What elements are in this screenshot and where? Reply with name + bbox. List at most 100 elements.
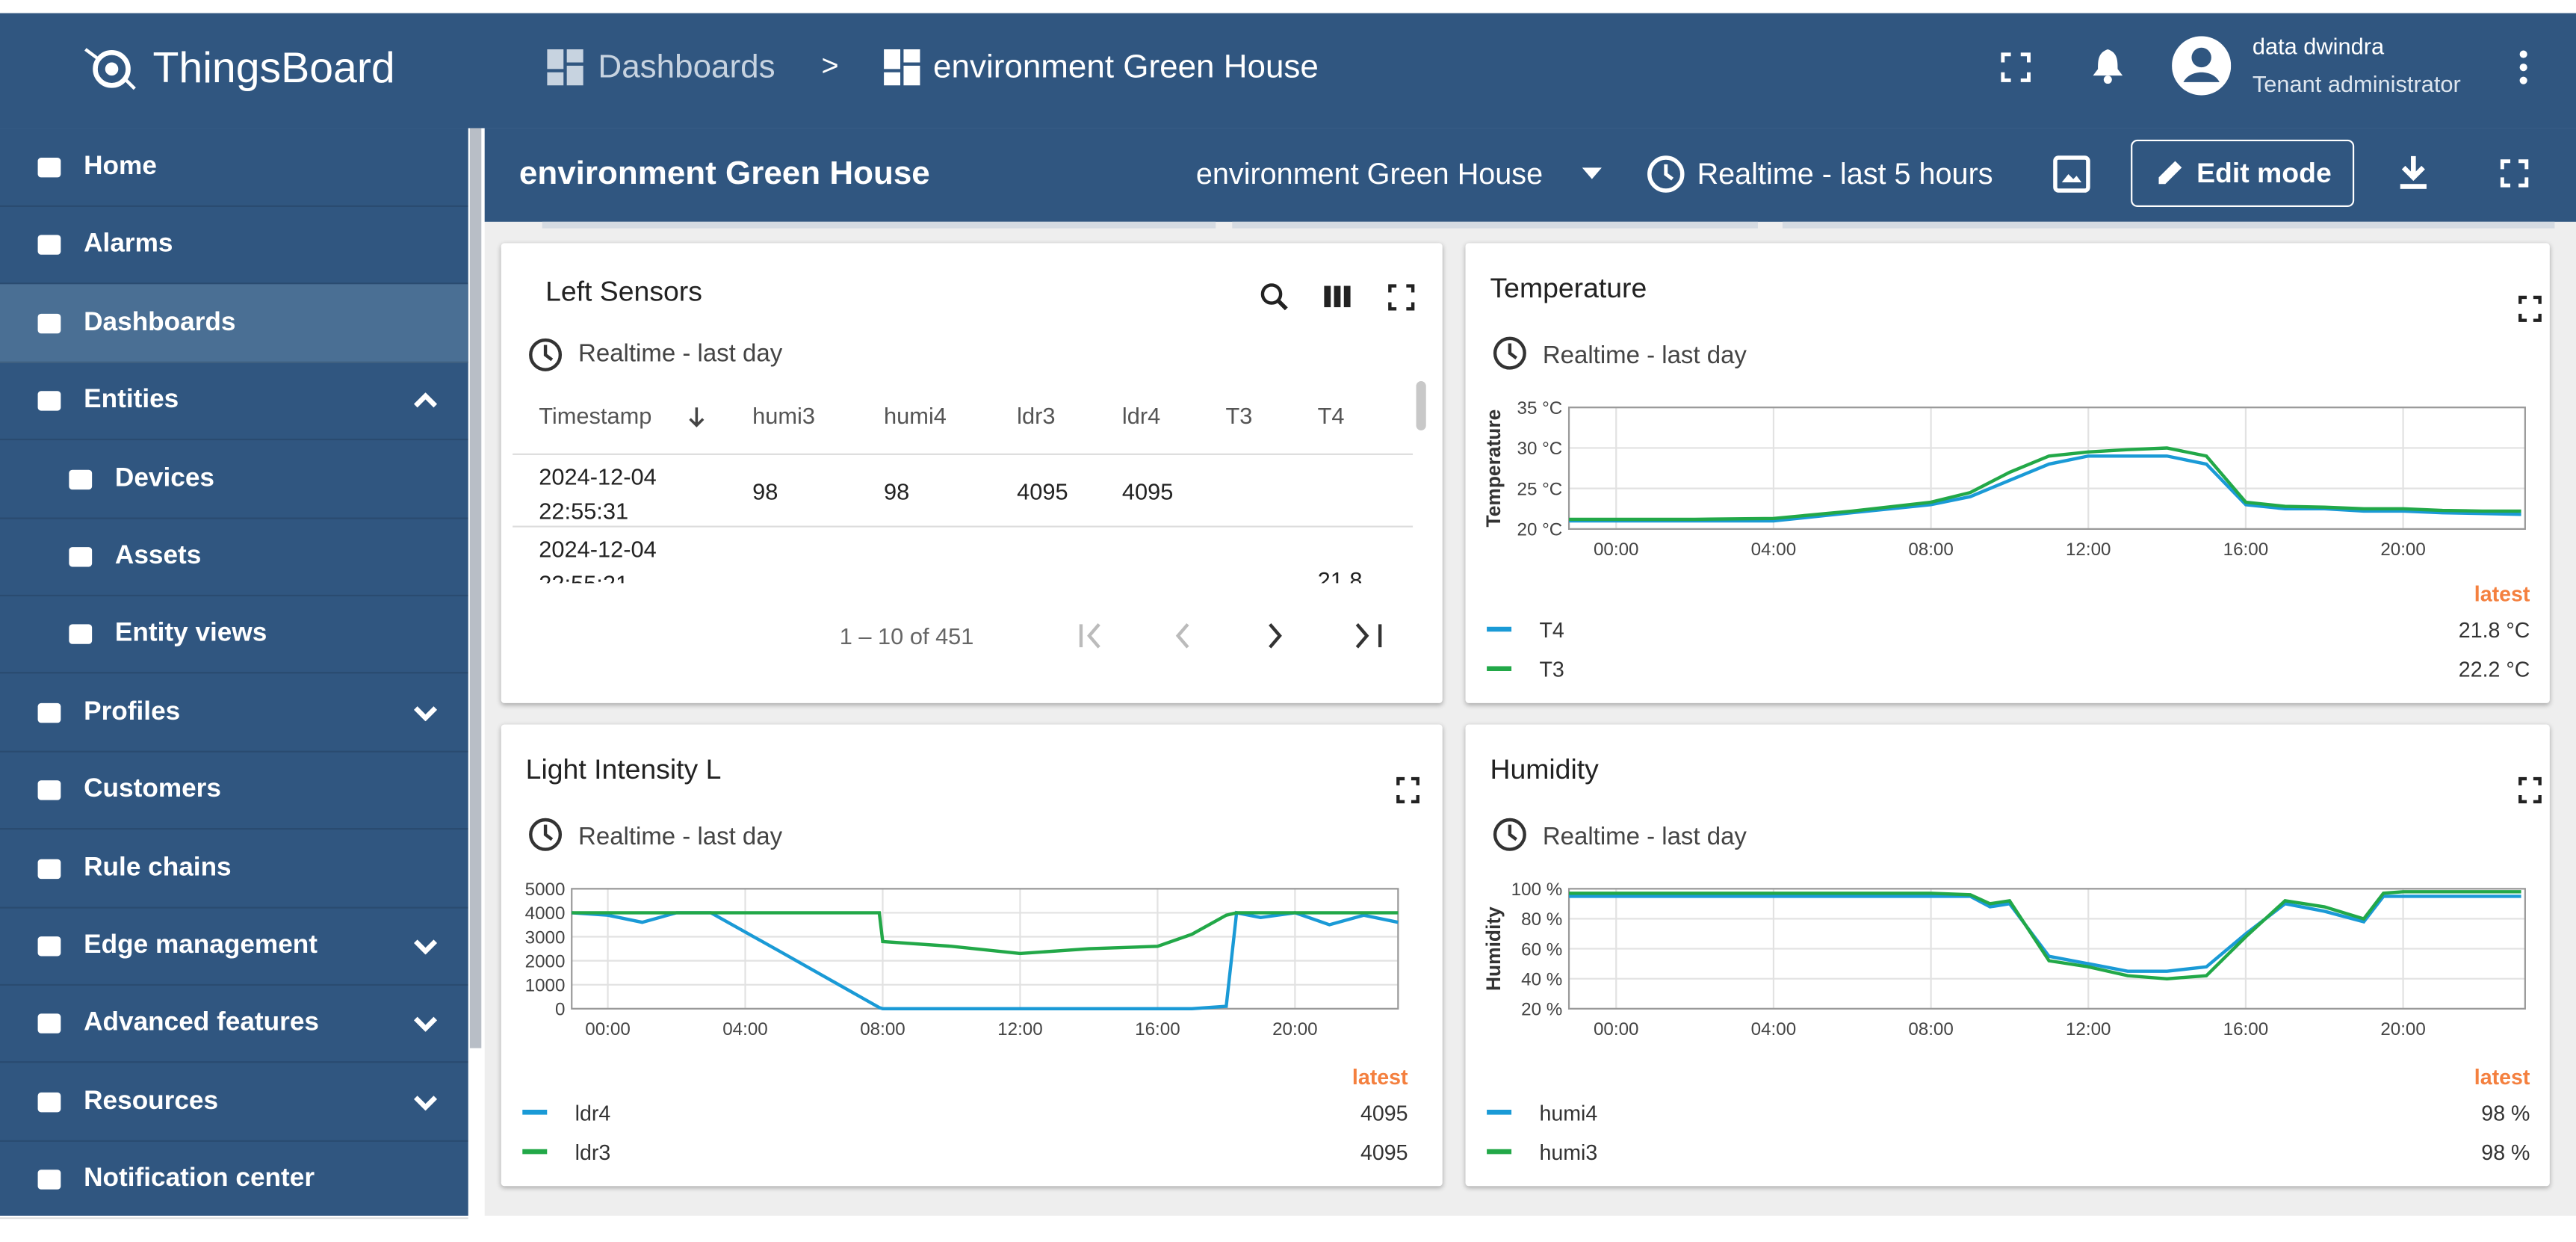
column-header[interactable]: humi4: [884, 402, 947, 429]
menu-icon: [69, 547, 93, 567]
menu-item[interactable]: [0, 439, 468, 519]
x-tick-label: 16:00: [2223, 1019, 2269, 1039]
widget-title: Humidity: [1490, 753, 1599, 785]
sidebar-scrollbar[interactable]: [469, 128, 482, 1048]
column-header[interactable]: humi3: [752, 402, 816, 429]
menu-label[interactable]: Entities: [84, 386, 179, 415]
fullscreen-button[interactable]: [2518, 295, 2542, 322]
menu-icon: [37, 936, 61, 957]
menu-label[interactable]: Advanced features: [84, 1009, 319, 1038]
column-header[interactable]: T3: [1225, 402, 1253, 429]
legend-value: 22.2 °C: [2459, 658, 2530, 682]
edit-mode-label[interactable]: Edit mode: [2196, 158, 2332, 189]
legend-label: ldr4: [575, 1102, 611, 1125]
legend-label: T3: [1539, 658, 1564, 682]
expand-chevron[interactable]: [412, 392, 439, 410]
menu-icon: [37, 780, 61, 801]
menu-item[interactable]: [0, 985, 468, 1064]
expand-chevron[interactable]: [412, 705, 439, 721]
expand-chevron[interactable]: [412, 1094, 439, 1110]
clock-face: [1493, 818, 1526, 851]
menu-item[interactable]: [0, 128, 468, 207]
menu-item[interactable]: [0, 829, 468, 908]
download-button[interactable]: [2399, 155, 2429, 191]
table-cell: 2024-12-04 22:55:21: [539, 535, 657, 584]
expand-chevron[interactable]: [412, 938, 439, 955]
menu-item[interactable]: [0, 751, 468, 830]
column-header[interactable]: ldr3: [1017, 402, 1056, 429]
breadcrumb-link[interactable]: Dashboards: [598, 49, 775, 86]
menu-item[interactable]: [0, 673, 468, 753]
pagination-buttons[interactable]: [1076, 618, 1388, 654]
x-tick-label: 04:00: [1751, 1019, 1797, 1039]
image-export-button[interactable]: [2052, 155, 2092, 194]
menu-item[interactable]: [0, 1140, 468, 1220]
widget-title: Left Sensors: [545, 276, 702, 308]
column-header[interactable]: Timestamp: [539, 402, 652, 429]
x-tick-label: 08:00: [1908, 1019, 1954, 1039]
menu-item[interactable]: [0, 283, 468, 363]
legend-label: T4: [1539, 619, 1564, 643]
menu-label[interactable]: Devices: [114, 464, 214, 492]
logo-text: ThingsBoard: [152, 43, 395, 93]
dropdown-arrow[interactable]: [1582, 167, 1603, 181]
table-actions[interactable]: [1258, 281, 1422, 314]
menu-icon: [37, 391, 61, 412]
widget-timewindow: Realtime - last day: [1543, 822, 1747, 850]
legend-value: 98 %: [2481, 1141, 2530, 1165]
legend-header: latest: [1352, 1066, 1408, 1090]
menu-label[interactable]: Home: [84, 152, 157, 181]
widget-timewindow: Realtime - last day: [1543, 341, 1747, 368]
table-cell: 4095: [1017, 478, 1068, 504]
y-tick-label: 5000: [525, 880, 566, 900]
series-line: [572, 911, 1399, 956]
menu-label[interactable]: Edge management: [84, 931, 318, 960]
menu-label[interactable]: Alarms: [84, 230, 173, 259]
menu-label[interactable]: Assets: [114, 542, 202, 570]
menu-label[interactable]: Resources: [84, 1087, 219, 1116]
legend-header: latest: [2474, 1066, 2530, 1090]
fullscreen-button[interactable]: [2518, 776, 2542, 804]
table-scrollbar[interactable]: [1416, 381, 1426, 430]
sort-arrow[interactable]: [687, 406, 706, 429]
dashboard-title: environment Green House: [518, 155, 930, 193]
x-tick-label: 08:00: [1908, 540, 1954, 560]
menu-label[interactable]: Profiles: [84, 697, 181, 726]
chart-widget: [501, 724, 1443, 1187]
menu-item[interactable]: [0, 907, 468, 986]
fullscreen-button[interactable]: [2500, 159, 2529, 188]
x-tick-label: 00:00: [1594, 1019, 1639, 1039]
menu-label[interactable]: Notification center: [84, 1165, 315, 1193]
x-tick-label: 16:00: [1135, 1019, 1180, 1039]
expand-chevron[interactable]: [412, 1016, 439, 1033]
tab-strip: [1782, 221, 2555, 229]
fullscreen-button[interactable]: [2001, 52, 2031, 82]
pagination-range: 1 – 10 of 451: [839, 622, 974, 649]
more-button[interactable]: [2517, 49, 2530, 85]
tab-strip: [1232, 221, 1758, 229]
menu-item[interactable]: [0, 517, 468, 597]
breadcrumb-separator: >: [821, 49, 839, 82]
menu-item[interactable]: [0, 1063, 468, 1142]
column-header[interactable]: T4: [1317, 402, 1345, 429]
fullscreen-button[interactable]: [1396, 776, 1419, 804]
menu-label[interactable]: Entity views: [114, 620, 267, 649]
column-header[interactable]: ldr4: [1121, 402, 1161, 429]
x-tick-label: 20:00: [1272, 1019, 1318, 1039]
user-avatar[interactable]: [2172, 36, 2232, 96]
widget-title: Temperature: [1490, 272, 1647, 303]
edit-mode-button[interactable]: [2131, 139, 2355, 207]
menu-item[interactable]: [0, 362, 468, 441]
state-select[interactable]: environment Green House: [1195, 158, 1544, 191]
legend-header: latest: [2474, 583, 2530, 607]
table-divider: [513, 453, 1414, 455]
clock-hands: [1508, 824, 1517, 841]
menu-item[interactable]: [0, 596, 468, 675]
menu-label[interactable]: Rule chains: [84, 853, 232, 882]
menu-label[interactable]: Dashboards: [84, 308, 236, 337]
y-tick-label: 20 °C: [1517, 520, 1563, 540]
notifications-button[interactable]: [2091, 48, 2124, 84]
menu-label[interactable]: Customers: [84, 776, 221, 804]
timewindow[interactable]: Realtime - last 5 hours: [1697, 158, 1993, 191]
